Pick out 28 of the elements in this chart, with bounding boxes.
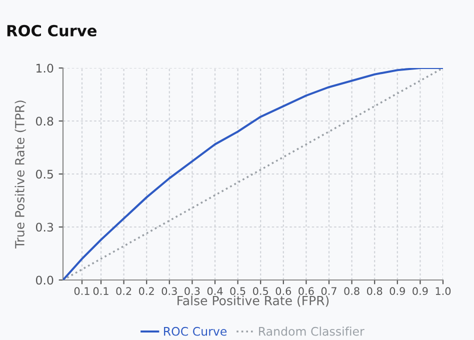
x-tick-label: 0.4 <box>207 287 223 296</box>
x-tick-label: 0.1 <box>74 287 90 296</box>
x-tick-label: 0.9 <box>412 287 428 296</box>
y-axis-title: True Positive Rate (TPR) <box>14 100 26 248</box>
x-tick-label: 0.6 <box>298 287 314 296</box>
x-axis-title: False Positive Rate (FPR) <box>178 296 329 307</box>
y-tick-label: 1.0 <box>36 64 54 73</box>
chart-title: ROC Curve <box>7 24 96 36</box>
y-tick-label: 0.8 <box>36 116 54 126</box>
x-tick-label: 0.8 <box>367 287 382 296</box>
x-tick-label: 0.8 <box>344 287 360 296</box>
x-tick-label: 1.0 <box>436 287 451 296</box>
x-tick-label: 0.3 <box>162 287 177 296</box>
legend-label: Random Classifier <box>259 326 364 336</box>
x-tick-label: 0.5 <box>230 287 246 296</box>
x-tick-label: 0.2 <box>116 287 132 296</box>
x-tick-label: 0.6 <box>276 287 292 296</box>
y-tick-label: 0.5 <box>36 170 53 179</box>
y-tick-label: 0.3 <box>36 222 54 232</box>
x-tick-label: 0.2 <box>139 287 154 296</box>
x-tick-label: 0.5 <box>253 287 268 296</box>
legend-label: ROC Curve <box>164 326 227 336</box>
x-tick-label: 0.9 <box>390 287 405 296</box>
x-tick-label: 0.3 <box>184 287 200 296</box>
x-tick-label: 0.7 <box>321 287 336 296</box>
x-tick-label: 0.1 <box>93 287 108 296</box>
line-series <box>63 68 443 280</box>
y-tick-label: 0.0 <box>36 276 54 285</box>
